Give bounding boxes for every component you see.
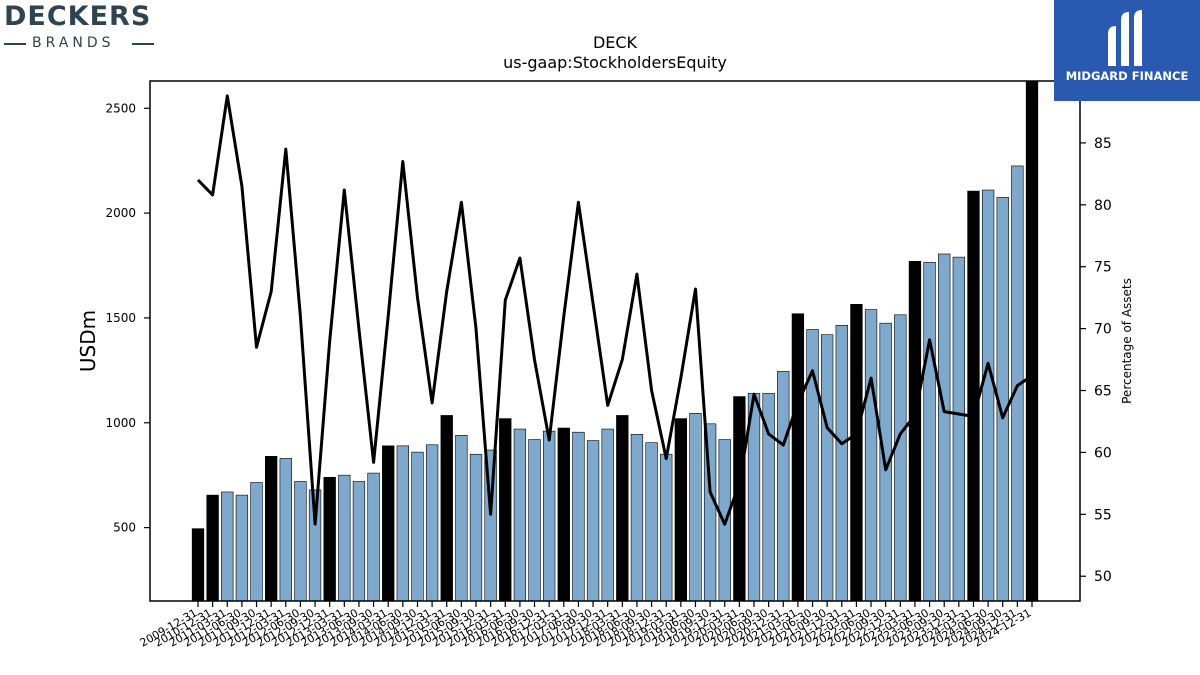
y-tick-label: 2500 [105, 101, 136, 115]
bar [1025, 80, 1039, 602]
y2-tick-label: 75 [1094, 260, 1112, 276]
y2-tick-label: 65 [1094, 384, 1112, 400]
bar [221, 491, 234, 602]
line-layer [196, 94, 1033, 526]
y2-tick-label: 85 [1094, 136, 1112, 152]
bar [923, 262, 936, 602]
bar [630, 434, 644, 602]
bar [908, 261, 922, 602]
bar [440, 415, 453, 602]
y2-tick-label: 50 [1094, 569, 1112, 585]
chart-subtitle: us-gaap:StockholdersEquity [503, 53, 727, 72]
bar [279, 458, 292, 602]
y2-tick-label: 55 [1094, 507, 1112, 523]
deckers-logo-subtext: BRANDS [32, 35, 115, 51]
bar [674, 418, 687, 602]
bar [572, 431, 585, 602]
y-tick-label: 500 [113, 521, 136, 535]
bar [323, 476, 336, 602]
bar [616, 415, 629, 602]
y-tick-label: 2000 [105, 206, 136, 220]
bar [791, 313, 805, 602]
bar [981, 189, 995, 602]
bar [645, 442, 658, 602]
y2-tick-label: 70 [1094, 322, 1112, 338]
bar [938, 253, 951, 602]
bar [455, 435, 468, 602]
bar [191, 528, 205, 602]
left-axis: 500 1000 1500 2000 2500 [105, 101, 150, 535]
deckers-logo: DECKERS BRANDS [4, 2, 160, 52]
bar [660, 453, 673, 602]
y-tick-label: 1500 [105, 311, 136, 325]
bar [206, 494, 219, 602]
bar [850, 304, 863, 602]
bar [367, 472, 380, 602]
y2-tick-label: 80 [1094, 198, 1112, 214]
bar [777, 371, 790, 602]
y-tick-label: 1000 [105, 416, 136, 430]
y2-tick-label: 60 [1094, 445, 1112, 461]
midgard-mark-icon [1108, 10, 1142, 66]
bar [382, 445, 395, 602]
chart-title: DECK [593, 33, 638, 52]
deckers-logo-word: DECKERS [4, 1, 152, 32]
bar [425, 444, 439, 602]
y-axis-label: USDm [76, 310, 100, 372]
plot-frame [149, 80, 1081, 602]
x-axis: 2009-12-312010-12-312011-03-312011-06-30… [138, 601, 1034, 650]
midgard-finance-logo: MIDGARD FINANCE [1054, 0, 1200, 101]
bar [469, 453, 483, 602]
bar [557, 427, 570, 602]
bar [952, 256, 965, 602]
bar [513, 428, 527, 602]
bar [586, 440, 600, 602]
y2-axis-label: Percentage of Assets [1120, 278, 1134, 404]
bar [265, 456, 278, 602]
bar [396, 445, 409, 602]
bar [411, 451, 424, 602]
bar [294, 481, 307, 602]
bar [352, 481, 366, 602]
bar [543, 430, 556, 602]
deckers-logo-sub: BRANDS [4, 34, 160, 52]
bar [235, 494, 249, 602]
bar [835, 324, 848, 602]
bar [894, 314, 907, 602]
bar [528, 439, 541, 602]
bar [689, 413, 702, 602]
logo-rule-left [4, 43, 26, 45]
bar [821, 334, 834, 602]
right-axis: 50 55 60 65 70 75 80 85 [1080, 136, 1112, 585]
equity-pct-line [196, 94, 1033, 526]
midgard-finance-name: MIDGARD FINANCE [1065, 69, 1189, 83]
bar [499, 418, 512, 602]
bar [338, 474, 351, 602]
bar [864, 309, 878, 602]
logo-rule-right [132, 43, 154, 45]
bar [250, 482, 263, 602]
bar [601, 428, 614, 602]
bars [191, 80, 1039, 602]
